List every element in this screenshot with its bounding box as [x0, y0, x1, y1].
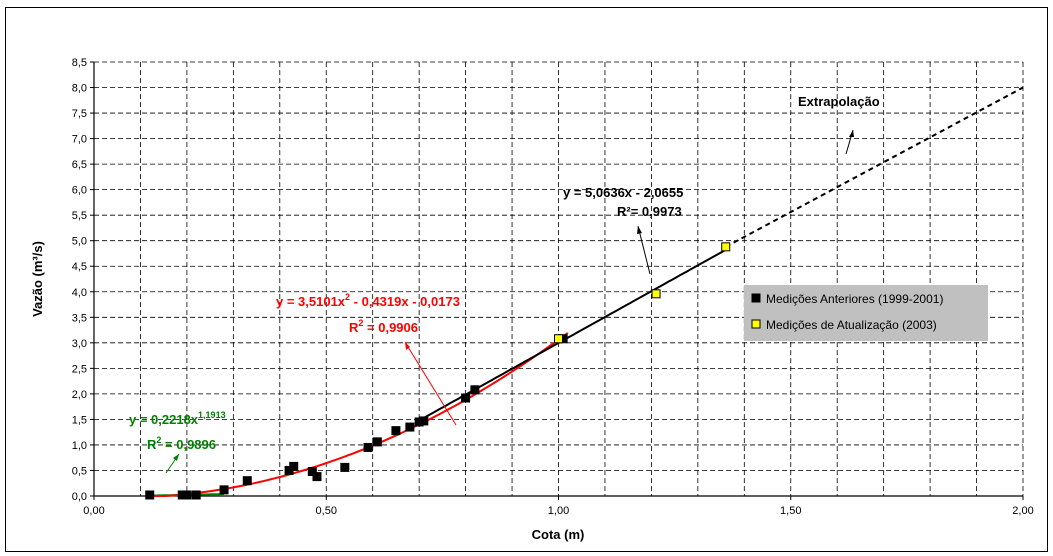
red-arrowhead — [405, 342, 410, 350]
extrapolation-line — [725, 86, 1024, 248]
marker-anteriores — [191, 490, 201, 500]
legend-box — [744, 285, 988, 341]
marker-atualizacao — [721, 242, 731, 252]
y-tick-label: 1,0 — [72, 440, 87, 452]
linear-fit-r2: R²= 0,9973 — [617, 204, 682, 219]
marker-anteriores — [312, 472, 322, 482]
power-r2-exponent: 2 — [156, 435, 161, 445]
power-r2-label: R — [147, 437, 157, 452]
y-tick-label: 3,5 — [72, 312, 87, 324]
x-tick-label: 0,00 — [83, 505, 104, 517]
power-r2-value: = 0,9896 — [161, 437, 216, 452]
red-annotation-arrow — [404, 341, 457, 426]
y-tick-label: 7,0 — [72, 134, 87, 146]
power-fit-r2: R2 = 0,9896 — [147, 435, 216, 452]
x-axis-title: Cota (m) — [532, 527, 585, 542]
annotation-arrows — [165, 129, 854, 474]
y-tick-label: 5,5 — [72, 210, 87, 222]
chart-canvas: 0,0 0,5 1,0 1,5 2,0 2,5 3,0 3,5 4,0 4,5 5,0 5,5 6,0 6… — [30, 57, 1034, 542]
marker-atualizacao — [554, 334, 563, 344]
marker-anteriores — [340, 462, 350, 472]
legend-label-atualizacao: Medições de Atualização (2003) — [766, 318, 937, 332]
y-axis-title: Vazão (m³/s) — [30, 241, 45, 317]
marker-anteriores — [391, 426, 401, 436]
poly-equation-rest: - 0,4319x - 0,0173 — [350, 294, 460, 309]
data-points — [145, 242, 731, 500]
y-tick-label: 1,5 — [72, 414, 87, 426]
poly-r2-exponent: 2 — [358, 318, 363, 328]
power-equation-exponent: 1,1913 — [198, 410, 226, 420]
marker-atualizacao — [651, 289, 661, 299]
y-tick-label: 6,5 — [72, 159, 87, 171]
marker-anteriores — [363, 442, 373, 452]
marker-anteriores — [145, 490, 155, 500]
power-fit-equation: y = 0,2218x1,1913 — [129, 410, 226, 427]
y-tick-label: 5,0 — [72, 236, 87, 248]
x-tick-label: 1,00 — [548, 505, 569, 517]
poly-r2-value: = 0,9906 — [363, 320, 418, 335]
marker-anteriores — [307, 466, 317, 476]
y-tick-label: 8,0 — [72, 83, 87, 95]
legend-marker-atualizacao — [751, 319, 761, 329]
x-tick-label: 1,50 — [780, 505, 801, 517]
y-tick-label: 6,0 — [72, 185, 87, 197]
y-tick-label: 4,0 — [72, 287, 87, 299]
y-tick-label: 0,0 — [72, 491, 87, 503]
marker-anteriores — [419, 416, 429, 426]
black-annotation-arrow — [637, 225, 651, 275]
x-tick-label: 2,00 — [1012, 505, 1033, 517]
polynomial-fit-equation: y = 3,5101x2 - 0,4319x - 0,0173 — [276, 292, 460, 309]
y-tick-label: 2,5 — [72, 363, 87, 375]
linear-fit-equation: y = 5,0636x - 2,0655 — [563, 185, 683, 200]
y-tick-label: 3,0 — [72, 338, 87, 350]
extrapolation-label: Extrapolação — [798, 94, 880, 109]
legend: Medições Anteriores (1999-2001) Medições… — [744, 285, 988, 341]
legend-marker-anteriores — [751, 293, 761, 303]
poly-equation-exponent: 2 — [345, 292, 350, 302]
grid-lines — [94, 61, 1024, 496]
legend-label-anteriores: Medições Anteriores (1999-2001) — [766, 292, 943, 306]
marker-anteriores — [182, 490, 192, 500]
poly-equation-main: y = 3,5101x — [276, 294, 346, 309]
marker-anteriores — [470, 385, 480, 395]
marker-anteriores — [242, 476, 252, 486]
polynomial-fit-r2: R2 = 0,9906 — [349, 318, 418, 335]
y-tick-label: 7,5 — [72, 108, 87, 120]
axes — [90, 61, 1024, 500]
chart-frame: 0,0 0,5 1,0 1,5 2,0 2,5 3,0 3,5 4,0 4,5 5,0 5,5 6,0 6… — [5, 7, 1048, 552]
polynomial-fit-curve — [149, 332, 569, 497]
poly-r2-label: R — [349, 320, 359, 335]
marker-anteriores — [289, 461, 299, 471]
green-arrowhead — [173, 454, 179, 461]
extrapolation-arrowhead — [849, 130, 854, 137]
black-arrowhead — [637, 226, 642, 234]
y-tick-label: 2,0 — [72, 389, 87, 401]
tick-labels: 0,0 0,5 1,0 1,5 2,0 2,5 3,0 3,5 4,0 4,5 5,0 5,5 6,0 6… — [72, 57, 1034, 517]
marker-anteriores — [461, 393, 471, 403]
power-equation-main: y = 0,2218x — [129, 412, 199, 427]
x-tick-label: 0,50 — [316, 505, 337, 517]
marker-anteriores — [219, 485, 229, 495]
y-tick-label: 0,5 — [72, 465, 87, 477]
linear-fit-curve — [418, 248, 727, 422]
marker-anteriores — [405, 422, 415, 432]
y-tick-label: 8,5 — [72, 57, 87, 69]
marker-anteriores — [372, 437, 382, 447]
y-tick-label: 4,5 — [72, 261, 87, 273]
